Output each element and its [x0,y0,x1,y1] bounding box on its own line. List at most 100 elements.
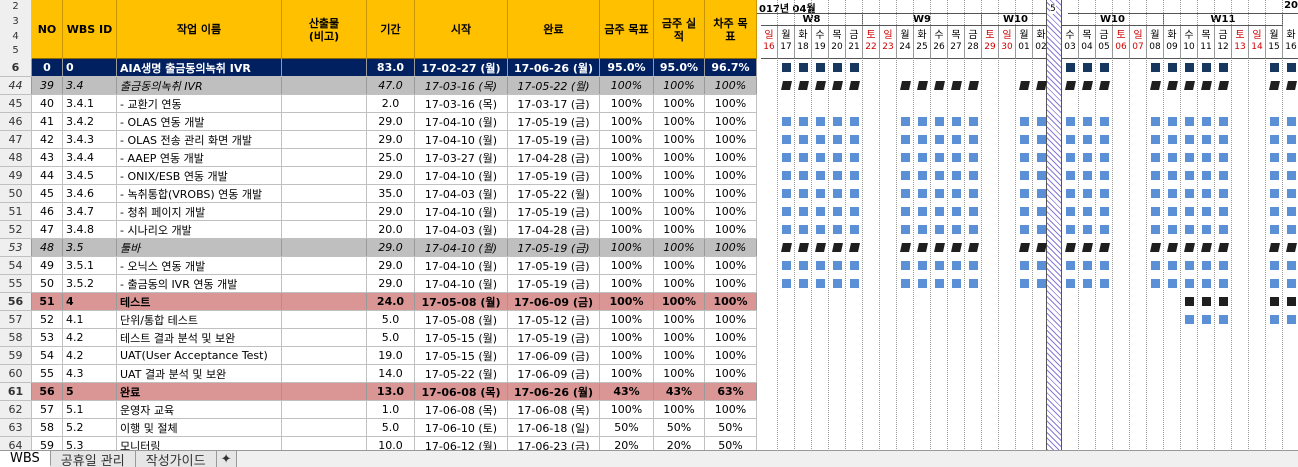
header-duration[interactable]: 기간 [367,0,415,59]
cell-dur[interactable]: 29.0 [367,131,415,148]
cell-wbs[interactable]: 4.2 [63,329,117,346]
cell-end[interactable]: 17-05-19 (금) [508,203,600,220]
cell-next[interactable]: 100% [705,167,757,184]
cell-end[interactable]: 17-05-19 (금) [508,167,600,184]
row-number[interactable]: 44 [0,77,32,94]
cell-next[interactable]: 100% [705,95,757,112]
cell-goal[interactable]: 43% [600,383,654,400]
cell-no[interactable]: 45 [32,185,63,202]
table-row[interactable]: 46 41 3.4.2 - OLAS 연동 개발 29.0 17-04-10 (월) 17… [0,113,757,131]
table-row[interactable]: 47 42 3.4.3 - OLAS 전송 관리 화면 개발 29.0 17-04-10… [0,131,757,149]
cell-end[interactable]: 17-06-08 (목) [508,401,600,418]
row-number[interactable]: 3 [12,15,19,27]
cell-no[interactable]: 41 [32,113,63,130]
cell-goal[interactable]: 100% [600,185,654,202]
cell-end[interactable]: 17-06-23 (금) [508,437,600,454]
header-end[interactable]: 완료 [508,0,600,59]
cell-actual[interactable]: 100% [654,77,705,94]
cell-start[interactable]: 17-04-03 (월) [415,221,508,238]
table-row[interactable]: 57 52 4.1 단위/통합 테스트 5.0 17-05-08 (월) 17-05-12 … [0,311,757,329]
cell-next[interactable]: 100% [705,311,757,328]
cell-start[interactable]: 17-02-27 (월) [415,59,508,76]
cell-dur[interactable]: 13.0 [367,383,415,400]
cell-no[interactable]: 54 [32,347,63,364]
row-number[interactable]: 64 [0,437,32,454]
cell-no[interactable]: 49 [32,257,63,274]
cell-start[interactable]: 17-06-12 (월) [415,437,508,454]
cell-end[interactable]: 17-06-18 (일) [508,419,600,436]
row-number[interactable]: 2 [12,1,19,12]
cell-next[interactable]: 100% [705,149,757,166]
table-row[interactable]: 61 56 5 완료 13.0 17-06-08 (목) 17-06-26 (월) 43% 43… [0,383,757,401]
cell-no[interactable]: 47 [32,221,63,238]
cell-wbs[interactable]: 3.4.6 [63,185,117,202]
row-number[interactable]: 58 [0,329,32,346]
row-number[interactable]: 59 [0,347,32,364]
cell-out[interactable] [282,203,367,220]
tab-guide[interactable]: 작성가이드 [135,451,217,467]
row-number[interactable]: 61 [0,383,32,400]
cell-out[interactable] [282,329,367,346]
cell-actual[interactable]: 100% [654,401,705,418]
cell-goal[interactable]: 100% [600,131,654,148]
cell-goal[interactable]: 100% [600,149,654,166]
table-row[interactable]: 44 39 3.4 출금동의녹취 IVR 47.0 17-03-16 (목) 17-05-2… [0,77,757,95]
cell-next[interactable]: 50% [705,437,757,454]
cell-actual[interactable]: 100% [654,95,705,112]
cell-end[interactable]: 17-05-22 (월) [508,185,600,202]
table-row[interactable]: 52 47 3.4.8 - 시나리오 개발 20.0 17-04-03 (월) 17-04… [0,221,757,239]
cell-name[interactable]: AIA생명 출금동의녹취 IVR [117,59,282,76]
cell-end[interactable]: 17-05-12 (금) [508,311,600,328]
row-number[interactable]: 62 [0,401,32,418]
cell-out[interactable] [282,149,367,166]
table-row[interactable]: 60 55 4.3 UAT 결과 분석 및 보완 14.0 17-05-22 (월) 17-… [0,365,757,383]
cell-out[interactable] [282,167,367,184]
cell-end[interactable]: 17-05-19 (금) [508,131,600,148]
cell-end[interactable]: 17-06-26 (월) [508,59,600,76]
cell-next[interactable]: 100% [705,239,757,256]
cell-actual[interactable]: 100% [654,275,705,292]
cell-next[interactable]: 100% [705,131,757,148]
cell-goal[interactable]: 100% [600,77,654,94]
cell-goal[interactable]: 100% [600,329,654,346]
row-number[interactable]: 46 [0,113,32,130]
cell-wbs[interactable]: 3.4.8 [63,221,117,238]
cell-end[interactable]: 17-05-19 (금) [508,113,600,130]
header-next-goal[interactable]: 차주 목 표 [705,0,757,59]
cell-no[interactable]: 44 [32,167,63,184]
cell-dur[interactable]: 14.0 [367,365,415,382]
cell-wbs[interactable]: 3.5.1 [63,257,117,274]
cell-wbs[interactable]: 3.4.3 [63,131,117,148]
cell-actual[interactable]: 100% [654,365,705,382]
cell-wbs[interactable]: 5 [63,383,117,400]
cell-dur[interactable]: 47.0 [367,77,415,94]
cell-name[interactable]: 테스트 결과 분석 및 보완 [117,329,282,346]
cell-name[interactable]: 이행 및 절체 [117,419,282,436]
cell-name[interactable]: - 교환기 연동 [117,95,282,112]
cell-start[interactable]: 17-03-27 (월) [415,149,508,166]
cell-start[interactable]: 17-03-16 (목) [415,77,508,94]
cell-name[interactable]: 단위/통합 테스트 [117,311,282,328]
cell-wbs[interactable]: 4.3 [63,365,117,382]
cell-dur[interactable]: 1.0 [367,401,415,418]
cell-start[interactable]: 17-06-08 (목) [415,383,508,400]
tab-wbs[interactable]: WBS [0,451,51,467]
add-sheet-icon[interactable]: ✦ [216,451,237,467]
cell-wbs[interactable]: 3.4.1 [63,95,117,112]
row-number[interactable]: 45 [0,95,32,112]
cell-dur[interactable]: 5.0 [367,311,415,328]
cell-next[interactable]: 100% [705,203,757,220]
cell-out[interactable] [282,365,367,382]
cell-no[interactable]: 46 [32,203,63,220]
row-number[interactable]: 53 [0,239,32,256]
cell-wbs[interactable]: 5.1 [63,401,117,418]
cell-start[interactable]: 17-04-10 (월) [415,113,508,130]
table-row[interactable]: 59 54 4.2 UAT(User Acceptance Test) 19.0 17-0… [0,347,757,365]
cell-end[interactable]: 17-05-19 (금) [508,239,600,256]
gantt-split-separator[interactable]: 5 [1046,0,1062,467]
cell-actual[interactable]: 100% [654,203,705,220]
cell-next[interactable]: 100% [705,221,757,238]
cell-out[interactable] [282,275,367,292]
cell-start[interactable]: 17-05-08 (월) [415,311,508,328]
cell-wbs[interactable]: 5.2 [63,419,117,436]
